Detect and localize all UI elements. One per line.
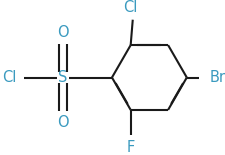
Text: Cl: Cl xyxy=(2,70,16,85)
Text: O: O xyxy=(57,25,69,40)
Text: Cl: Cl xyxy=(123,0,137,15)
Text: S: S xyxy=(58,70,68,85)
Text: F: F xyxy=(126,140,134,155)
Text: Br: Br xyxy=(209,70,225,85)
Text: O: O xyxy=(57,115,69,130)
